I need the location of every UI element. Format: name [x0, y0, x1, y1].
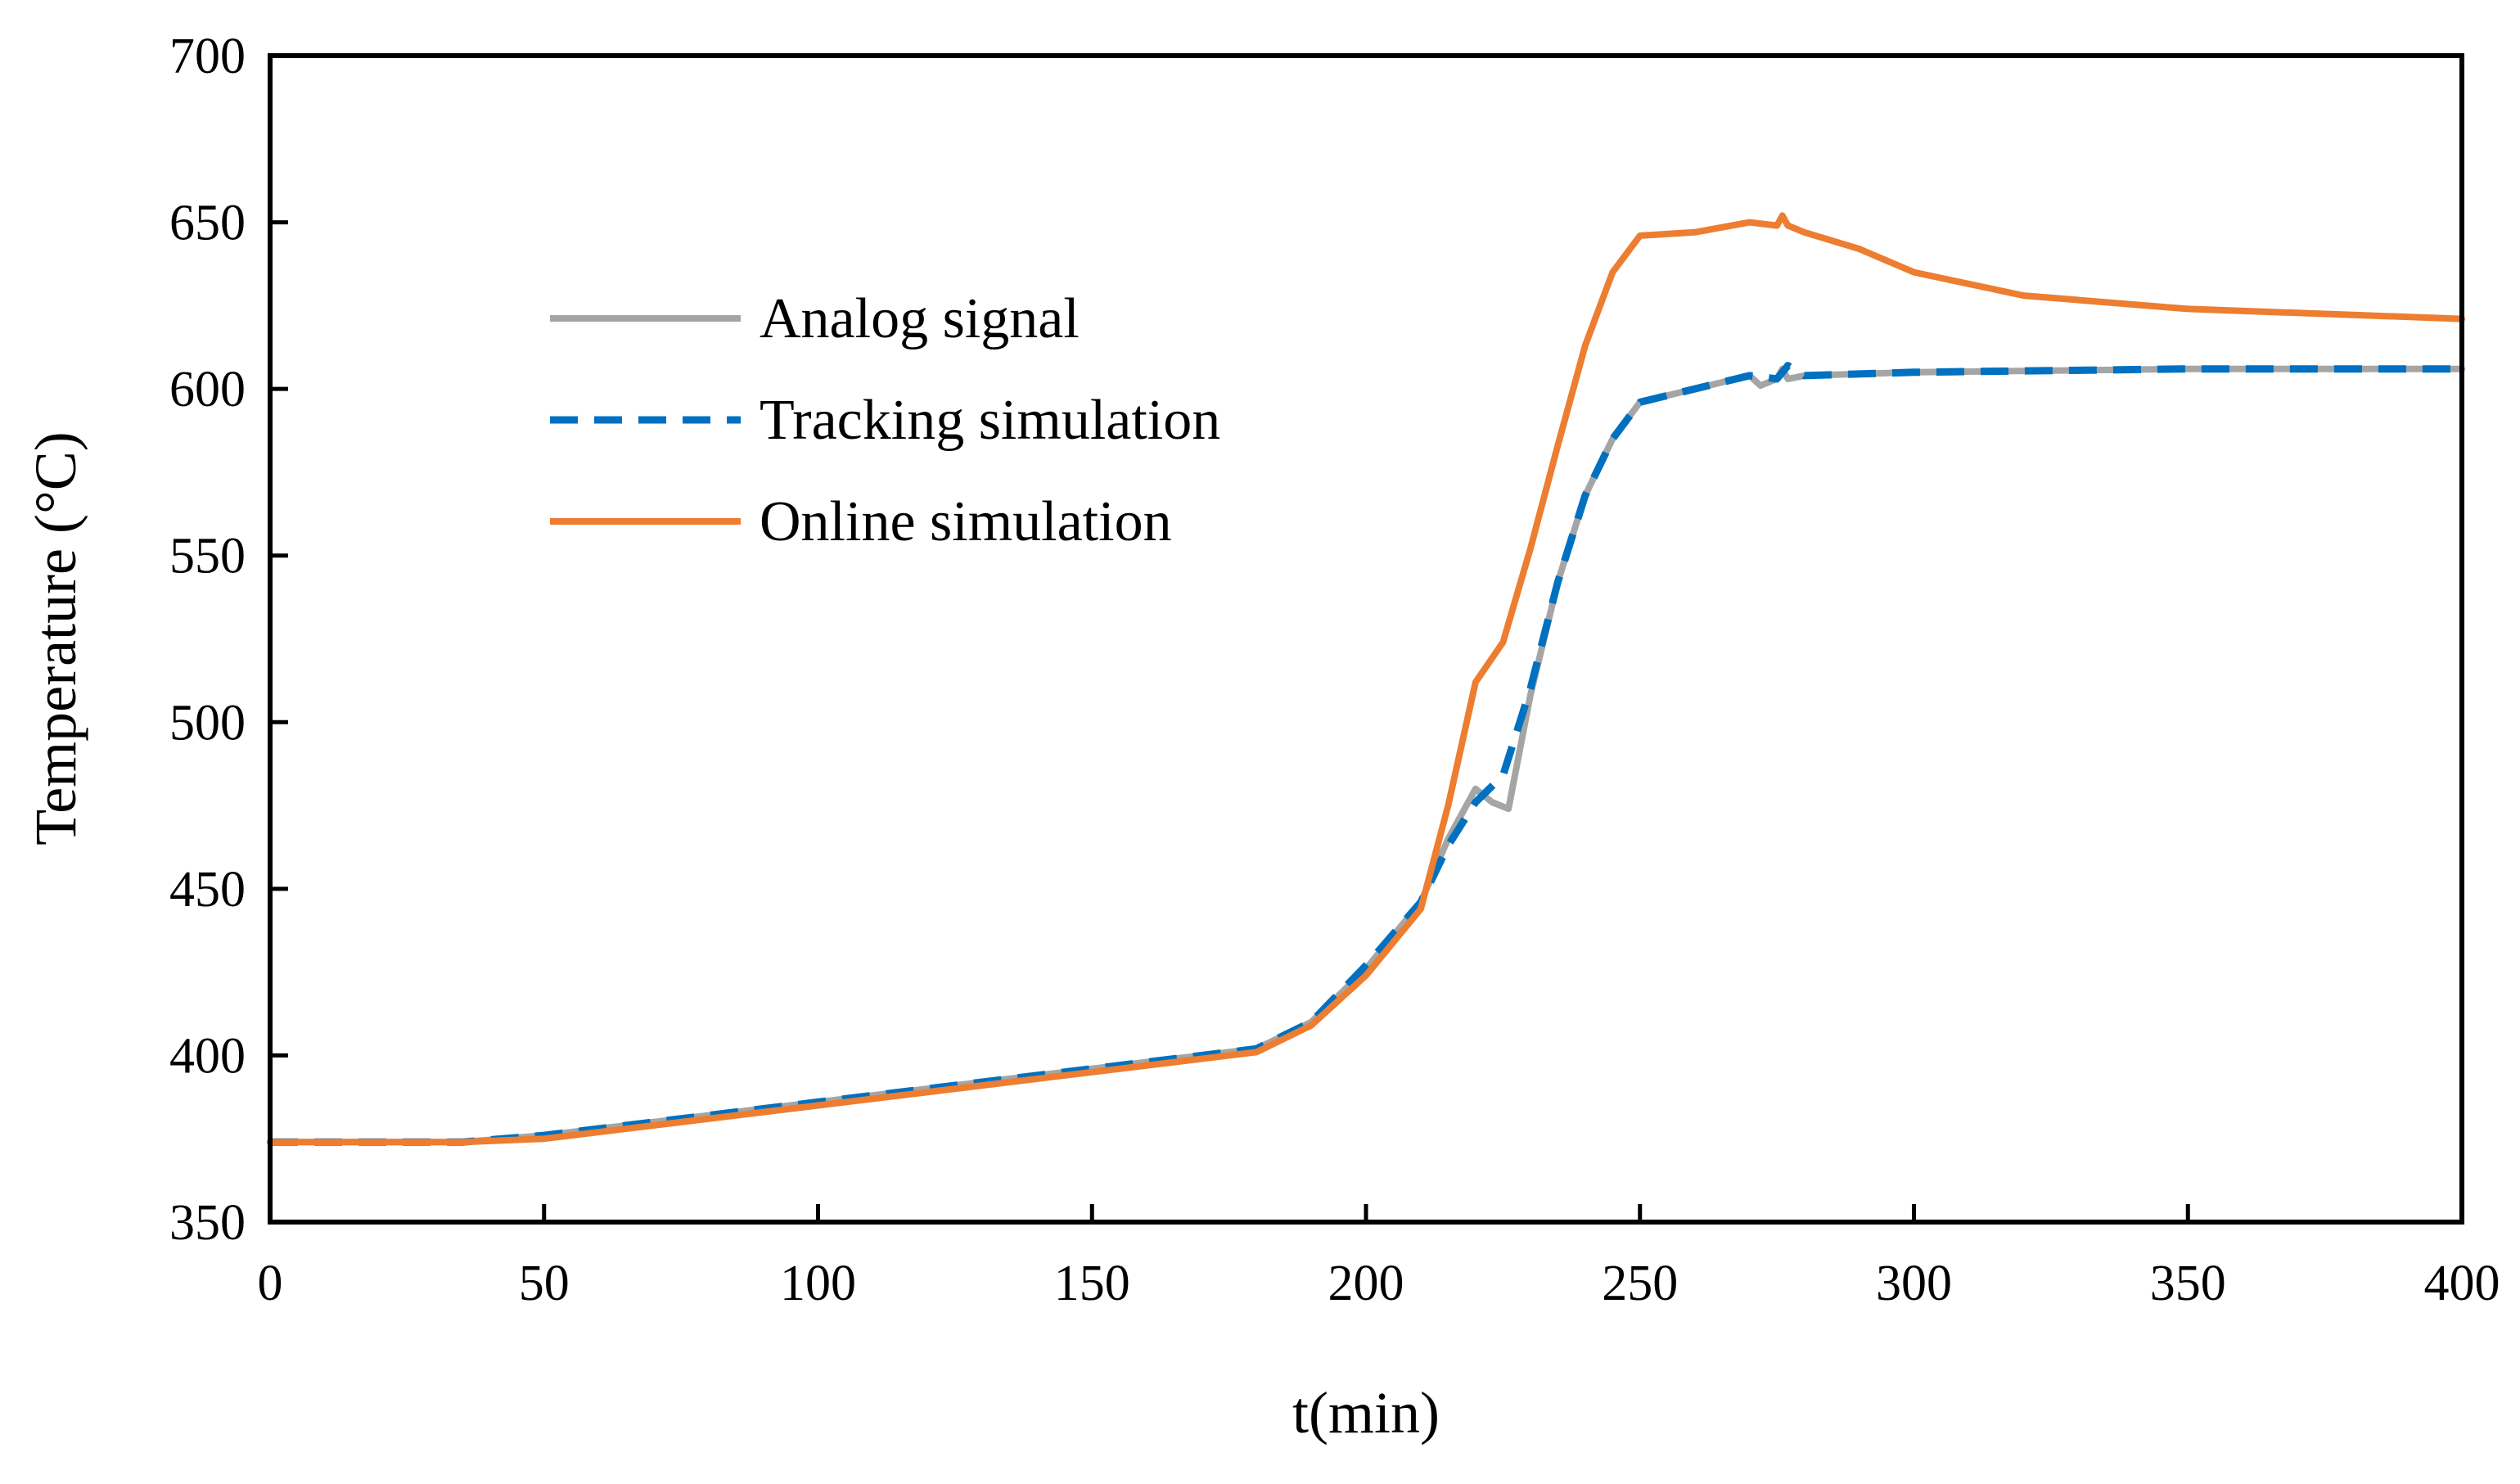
- x-tick-label: 250: [1602, 1256, 1678, 1311]
- y-tick-label: 550: [169, 529, 246, 584]
- x-tick-label: 200: [1328, 1256, 1404, 1311]
- y-tick-label: 600: [169, 362, 246, 417]
- y-tick-label: 450: [169, 862, 246, 918]
- x-tick-label: 50: [519, 1256, 570, 1311]
- x-tick-label: 300: [1876, 1256, 1952, 1311]
- x-tick-label: 350: [2150, 1256, 2226, 1311]
- y-tick-label: 350: [169, 1195, 246, 1251]
- y-axis-title: Temperature (°C): [23, 431, 88, 846]
- legend-label: Online simulation: [760, 490, 1172, 553]
- x-axis-title: t(min): [1292, 1380, 1440, 1446]
- x-tick-label: 100: [780, 1256, 856, 1311]
- x-axis: 0 50 100 150 200 250 300 350 400: [258, 1204, 2500, 1311]
- legend: Analog signal Tracking simulation Online s…: [550, 287, 1220, 553]
- series-line-tracking-simulation: [270, 362, 2462, 1146]
- y-tick-label: 650: [169, 196, 246, 251]
- legend-label: Tracking simulation: [760, 389, 1220, 452]
- series-layer: [267, 212, 2465, 1146]
- x-tick-label: 0: [258, 1256, 283, 1311]
- x-tick-label: 400: [2424, 1256, 2500, 1311]
- y-tick-label: 500: [169, 695, 246, 751]
- y-axis: 350 400 450 500 550 600 650 700: [169, 29, 288, 1251]
- y-tick-label: 400: [169, 1028, 246, 1084]
- series-line-online-simulation: [267, 212, 2465, 1146]
- legend-label: Analog signal: [760, 287, 1080, 350]
- y-tick-label: 700: [169, 29, 246, 84]
- x-tick-label: 150: [1054, 1256, 1130, 1311]
